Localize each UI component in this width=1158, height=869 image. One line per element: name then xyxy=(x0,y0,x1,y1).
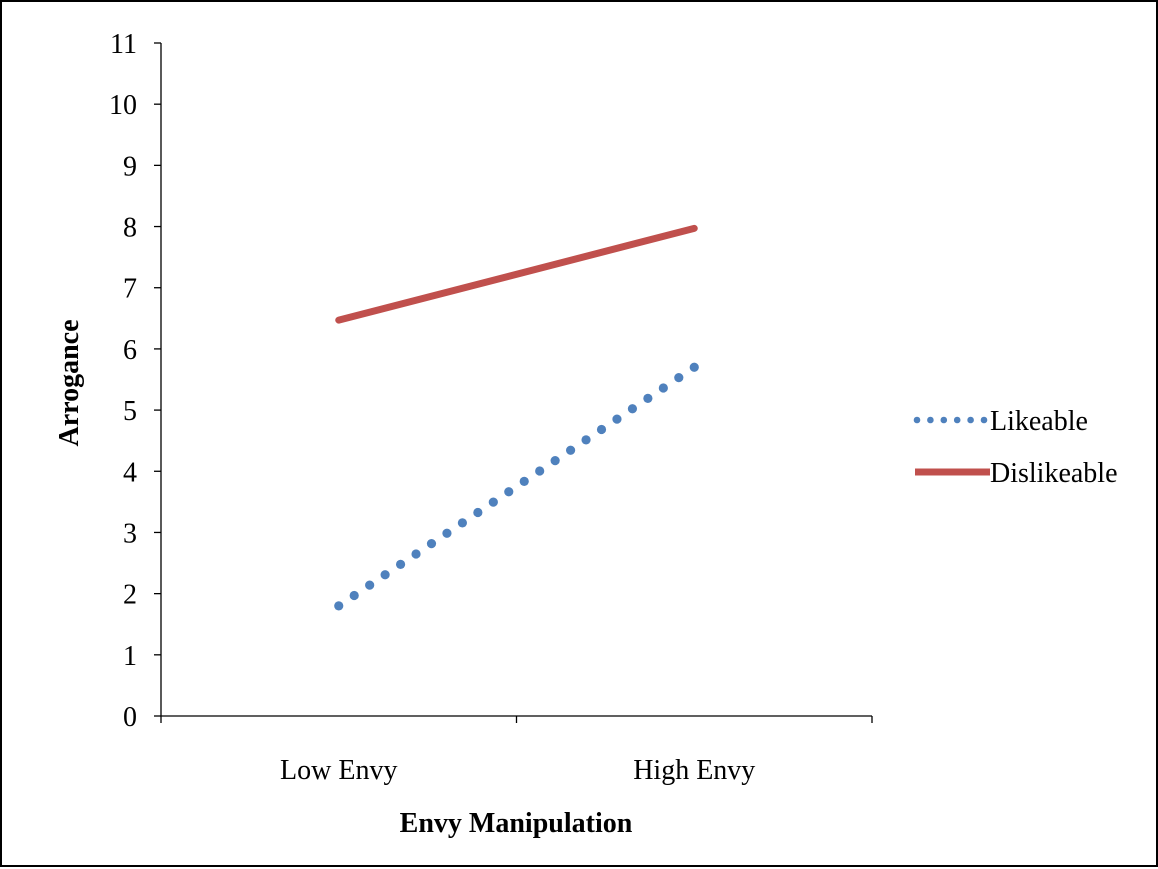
series-dot xyxy=(504,487,514,497)
series-dot xyxy=(395,559,406,569)
y-tick-label: 10 xyxy=(109,90,137,121)
y-tick-label: 8 xyxy=(123,213,137,244)
y-axis-title: Arrogance xyxy=(54,320,85,447)
series-dot xyxy=(488,497,498,507)
series-dot xyxy=(674,373,684,383)
y-tick-label: 7 xyxy=(123,274,137,305)
legend-label-dislikeable: Dislikeable xyxy=(990,458,1118,489)
y-tick-label: 6 xyxy=(123,335,137,366)
series-layer xyxy=(334,224,699,611)
x-axis-title: Envy Manipulation xyxy=(400,808,633,839)
series-dot xyxy=(550,456,560,466)
legend-dot xyxy=(980,416,988,424)
series-dot xyxy=(612,414,622,424)
y-tick-label: 9 xyxy=(123,151,137,182)
series-dot xyxy=(581,435,591,445)
series-dot xyxy=(426,539,437,549)
x-tick-label: Low Envy xyxy=(280,755,397,786)
y-tick-label: 4 xyxy=(123,457,137,488)
series-dot xyxy=(565,445,576,455)
series-dot xyxy=(380,570,390,580)
series-dot xyxy=(411,549,421,559)
series-dot xyxy=(596,424,607,435)
series-dot xyxy=(473,507,483,518)
legend-label-likeable: Likeable xyxy=(990,406,1088,437)
y-tick-label: 3 xyxy=(123,518,137,549)
y-tick-label: 0 xyxy=(123,702,137,733)
legend-dot xyxy=(953,416,961,424)
series-dot xyxy=(689,362,699,372)
legend: Likeable Dislikeable xyxy=(913,406,1118,489)
series-dot xyxy=(442,528,452,538)
series-dot xyxy=(519,476,529,486)
legend-dot xyxy=(927,416,934,424)
series-dislikeable xyxy=(335,224,698,324)
series-dot xyxy=(658,383,668,393)
series-likeable xyxy=(334,362,699,611)
legend-swatch-likeable xyxy=(913,416,988,424)
series-dot xyxy=(627,404,638,414)
axes: 0 1 2 3 4 5 6 7 8 9 10 11 Low Envy High Envy xyxy=(109,29,873,786)
legend-dot xyxy=(913,416,921,424)
legend-dot xyxy=(967,416,974,424)
y-tick-label: 5 xyxy=(123,396,137,427)
y-tick-label: 1 xyxy=(123,641,137,672)
series-dot xyxy=(535,466,545,476)
series-dot xyxy=(643,393,653,403)
y-tick-label: 2 xyxy=(123,580,137,611)
y-tick-label: 11 xyxy=(110,29,137,60)
legend-dot xyxy=(940,416,948,424)
series-dot xyxy=(457,518,468,528)
series-dot xyxy=(365,580,375,590)
series-dot xyxy=(349,590,359,601)
x-tick-label: High Envy xyxy=(633,755,755,786)
series-dot xyxy=(334,601,344,611)
